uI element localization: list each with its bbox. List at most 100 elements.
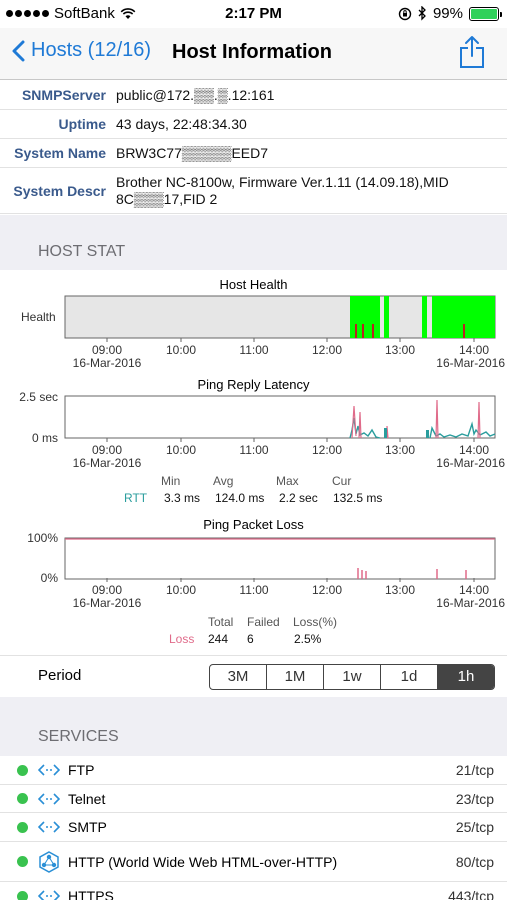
latency-spike [384, 428, 387, 438]
service-row-https[interactable]: HTTPS 443/tcp [0, 882, 507, 900]
service-port: 80/tcp [455, 853, 494, 870]
loss-y-tick-bottom: 0% [41, 571, 59, 585]
rtt-min-header: Min [161, 474, 181, 488]
x-tick-label: 09:00 [92, 343, 122, 357]
x-date-right: 16-Mar-2016 [436, 596, 505, 610]
x-tick-label: 09:00 [92, 443, 122, 457]
rtt-stats: Min Avg Max Cur RTT 3.3 ms 124.0 ms 2.2 … [0, 472, 507, 508]
info-label: SNMPServer [21, 87, 106, 103]
loss-percent-header: Loss(%) [293, 615, 338, 629]
rtt-cur-value: 132.5 ms [333, 491, 383, 505]
health-down-marker [463, 324, 465, 338]
x-tick-label: 10:00 [166, 583, 196, 597]
x-date-left: 16-Mar-2016 [73, 456, 142, 470]
service-port: 21/tcp [455, 762, 494, 778]
host-health-chart: Health 09:00 10:00 11:00 12:00 13:00 14:00 16-… [21, 295, 505, 370]
signal-strength-icon [6, 10, 49, 17]
period-label: Period [38, 667, 82, 684]
rtt-max-header: Max [276, 474, 299, 488]
link-arrows-icon [38, 821, 60, 833]
service-port: 23/tcp [455, 790, 494, 807]
wifi-icon [120, 7, 136, 19]
service-row-smtp[interactable]: SMTP 25/tcp [0, 813, 507, 842]
host-stat-header: HOST STAT [38, 243, 126, 260]
back-button-label: Hosts (12/16) [31, 39, 152, 61]
x-tick-label: 13:00 [385, 443, 415, 457]
x-tick-label: 14:00 [459, 443, 489, 457]
service-port: 443/tcp [448, 888, 494, 900]
loss-percent-value: 2.5% [294, 632, 322, 646]
rotation-lock-icon [398, 7, 412, 20]
info-row-uptime: Uptime 43 days, 22:48:34.30 [0, 110, 507, 139]
x-tick-label: 10:00 [166, 343, 196, 357]
service-name: HTTPS [68, 888, 114, 900]
network-icon [39, 850, 59, 873]
health-y-label: Health [21, 310, 56, 324]
status-dot-icon [17, 856, 28, 867]
x-tick-label: 09:00 [92, 583, 122, 597]
x-tick-label: 11:00 [239, 443, 268, 457]
health-down-marker [372, 324, 374, 338]
period-option-1d[interactable]: 1d [381, 665, 438, 689]
x-tick-label: 12:00 [312, 343, 342, 357]
back-button[interactable]: Hosts (12/16) [12, 39, 151, 62]
info-value: Brother NC-8100w, Firmware Ver.1.11 (14.… [116, 173, 449, 207]
info-value: BRW3C77▒▒▒▒▒EED7 [116, 144, 269, 161]
loss-label: Loss [169, 632, 195, 646]
latency-y-tick-top: 2.5 sec [19, 390, 58, 404]
x-tick-label: 13:00 [385, 583, 415, 597]
battery-percent: 99% [432, 5, 463, 22]
rtt-avg-value: 124.0 ms [215, 491, 265, 505]
service-port: 25/tcp [455, 819, 494, 835]
info-value: 43 days, 22:48:34.30 [116, 115, 247, 132]
services-section-header [0, 697, 507, 756]
chevron-left-icon [12, 40, 25, 61]
x-date-left: 16-Mar-2016 [73, 596, 142, 610]
rtt-min-value: 3.3 ms [164, 491, 201, 505]
service-name: Telnet [68, 790, 106, 807]
latency-peak-line [351, 399, 481, 439]
info-row-system-name: System Name BRW3C77▒▒▒▒▒EED7 [0, 139, 507, 168]
loss-failed-value: 6 [247, 632, 254, 646]
share-icon[interactable] [459, 34, 485, 70]
loss-y-tick-top: 100% [27, 531, 58, 545]
health-down-marker [362, 324, 364, 338]
services-header: SERVICES [38, 728, 119, 745]
loss-stats: Total Failed Loss(%) Loss 244 6 2.5% [0, 613, 507, 649]
info-row-system-descr: System Descr Brother NC-8100w, Firmware … [0, 168, 507, 214]
rtt-max-value: 2.2 sec [279, 491, 318, 505]
info-row-snmpserver: SNMPServer public@172.▒▒.▒.12:161 [0, 81, 507, 110]
x-date-right: 16-Mar-2016 [436, 456, 505, 470]
health-down-marker [355, 324, 357, 338]
navigation-bar: Hosts (12/16) Host Information [0, 28, 507, 80]
health-up-segment [384, 296, 389, 338]
rtt-avg-header: Avg [213, 474, 234, 488]
health-up-segment [422, 296, 427, 338]
x-tick-label: 11:00 [239, 343, 268, 357]
period-option-1h[interactable]: 1h [438, 665, 494, 689]
page-title: Host Information [172, 41, 332, 63]
period-option-1w[interactable]: 1w [324, 665, 381, 689]
period-option-1m[interactable]: 1M [267, 665, 324, 689]
link-arrows-icon [38, 792, 60, 805]
x-tick-label: 13:00 [385, 343, 415, 357]
x-tick-label: 14:00 [459, 343, 489, 357]
service-row-ftp[interactable]: FTP 21/tcp [0, 756, 507, 785]
health-plot-area [64, 295, 496, 339]
link-arrows-icon [38, 890, 60, 900]
period-option-3m[interactable]: 3M [210, 665, 267, 689]
host-stat-section-header [0, 215, 507, 270]
health-up-segment [350, 296, 380, 338]
packet-loss-chart: 100% 0% 09:00 10:00 11:00 12:00 13:00 14:0016… [27, 531, 505, 610]
latency-spike [426, 430, 429, 438]
latency-y-tick-bottom: 0 ms [32, 431, 58, 445]
x-tick-label: 11:00 [239, 583, 268, 597]
status-bar: SoftBank 2:17 PM 99% [0, 0, 507, 28]
x-tick-label: 14:00 [459, 583, 489, 597]
service-name: HTTP (World Wide Web HTML-over-HTTP) [68, 853, 338, 870]
service-row-telnet[interactable]: Telnet 23/tcp [0, 785, 507, 813]
battery-icon [469, 6, 502, 21]
service-row-http[interactable]: HTTP (World Wide Web HTML-over-HTTP) 80/… [0, 842, 507, 882]
x-date-left: 16-Mar-2016 [73, 356, 142, 370]
loss-spikes [357, 568, 467, 579]
